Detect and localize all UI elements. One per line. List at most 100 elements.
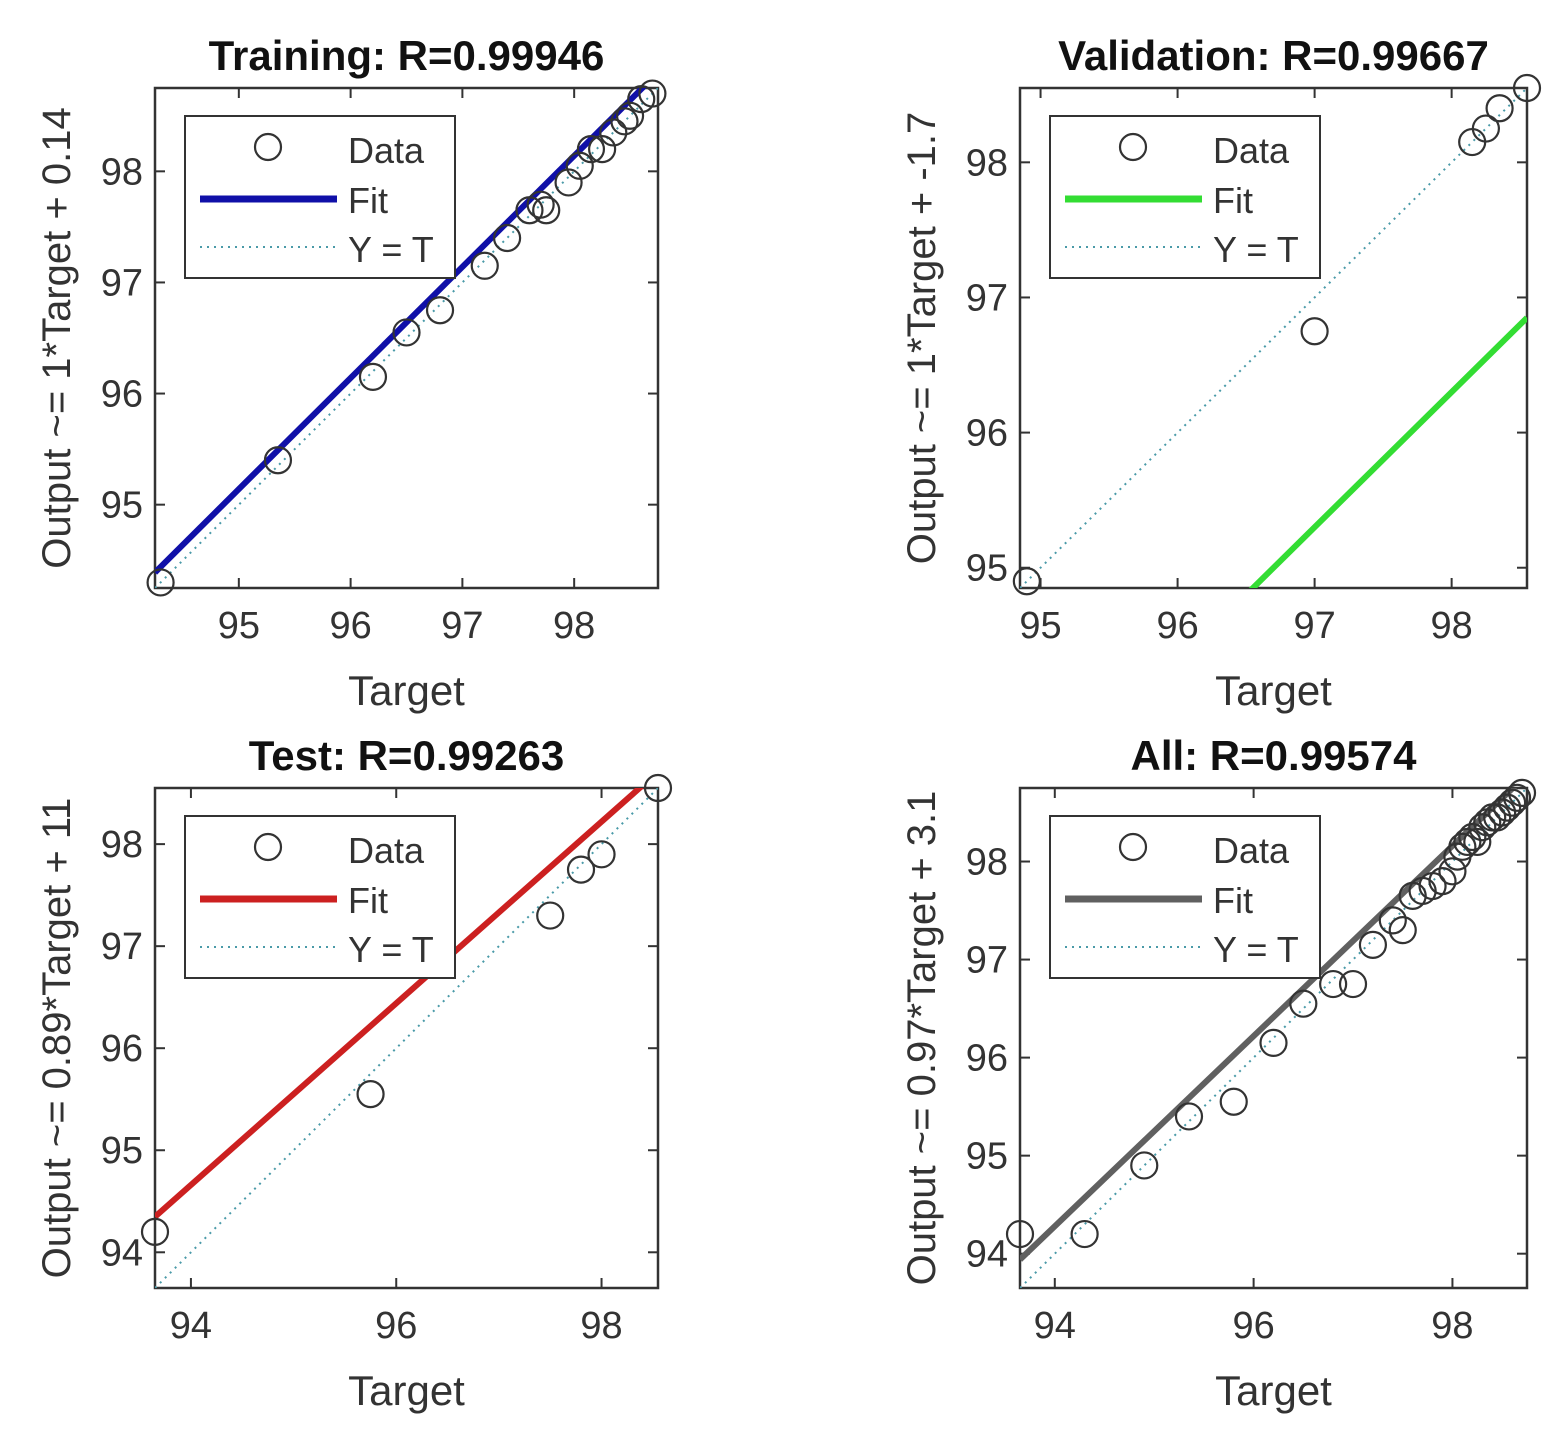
data-point	[1468, 813, 1497, 842]
y-tick-label: 94	[966, 1234, 1008, 1276]
data-point	[1488, 798, 1517, 827]
x-tick-label: 94	[170, 1305, 212, 1347]
data-point	[263, 446, 293, 475]
y-tick-label: 98	[101, 151, 143, 193]
legend-label: Fit	[348, 880, 388, 921]
legend-label: Y = T	[348, 929, 434, 970]
x-tick-label: 98	[553, 605, 595, 647]
y-tick-label: 97	[101, 262, 143, 304]
data-point	[1388, 916, 1417, 945]
data-point	[1493, 793, 1522, 822]
data-point	[146, 568, 175, 597]
plot-content	[1020, 88, 1527, 588]
y-tick-label: 95	[966, 1136, 1008, 1178]
y-tick-label: 96	[966, 413, 1008, 455]
data-point	[554, 168, 583, 197]
fit-line	[155, 788, 645, 1219]
data-point	[526, 190, 555, 219]
data-point	[358, 362, 388, 391]
y-tick-label: 98	[101, 824, 143, 866]
legend: Data Fit Y = T	[184, 115, 456, 279]
data-point	[1338, 969, 1368, 999]
y-tick-label: 96	[101, 1028, 143, 1070]
fit-line	[155, 88, 647, 575]
data-point	[392, 318, 421, 347]
y-tick-label: 94	[101, 1232, 143, 1274]
fit-line	[1020, 788, 1518, 1262]
legend-label: Data	[1213, 830, 1290, 871]
data-point	[610, 107, 639, 136]
x-tick-label: 97	[1293, 605, 1335, 647]
y-tick-label: 95	[101, 1130, 143, 1172]
data-point	[1319, 969, 1348, 999]
data-point	[1378, 906, 1407, 935]
y-axis-label: Output ~= 1*Target + 0.14	[35, 107, 79, 568]
data-point	[615, 101, 645, 130]
chart-title: Training: R=0.99946	[209, 32, 605, 79]
data-point	[1438, 857, 1467, 886]
fit-line	[1248, 315, 1527, 588]
y-tick-label: 98	[966, 142, 1008, 184]
data-point	[1219, 1087, 1248, 1116]
legend-label: Data	[348, 130, 425, 171]
y-tick-label: 96	[966, 1038, 1008, 1080]
chart-panel-0: 95 96 97 98 95 96 97 98 Training: R=0.99946 Targe…	[35, 32, 667, 714]
y-tick-label: 97	[101, 926, 143, 968]
x-tick-label: 96	[1232, 1305, 1274, 1347]
data-point	[1289, 989, 1318, 1018]
data-point	[1130, 1151, 1159, 1180]
data-point	[1428, 867, 1457, 896]
chart-panel-2: 94 96 98 94 95 96 97 98 Test: R=0.99263 Target Out…	[35, 732, 673, 1414]
data-point	[588, 135, 617, 164]
plot-content	[155, 788, 658, 1288]
x-axis-label: Target	[348, 1367, 465, 1414]
legend: Data Fit Y = T	[1049, 815, 1321, 979]
data-point	[1512, 73, 1542, 103]
data-point	[599, 118, 628, 147]
x-tick-label: 98	[1431, 1305, 1473, 1347]
legend-label: Fit	[348, 180, 388, 221]
x-tick-label: 96	[375, 1305, 417, 1347]
x-tick-label: 96	[329, 605, 371, 647]
plot-content	[1020, 788, 1527, 1288]
legend-data-marker	[1118, 132, 1148, 162]
data-point	[1012, 567, 1041, 596]
data-point	[532, 196, 561, 225]
data-point	[140, 1217, 170, 1246]
chart-panel-1: 95 96 97 98 95 96 97 98 Validation: R=0.99667 Tar…	[900, 32, 1542, 714]
legend: Data Fit Y = T	[1049, 115, 1321, 279]
x-tick-label: 98	[580, 1305, 622, 1347]
data-point	[470, 251, 499, 280]
data-point	[1458, 822, 1487, 852]
legend-label: Y = T	[1213, 229, 1299, 270]
data-point	[1485, 94, 1514, 123]
data-point	[1471, 114, 1500, 143]
plot-content	[155, 88, 658, 588]
x-tick-label: 95	[218, 605, 260, 647]
legend-label: Fit	[1213, 180, 1253, 221]
legend-label: Data	[1213, 130, 1290, 171]
y-axis-label: Output ~= 0.97*Target + 3.1	[900, 791, 944, 1286]
data-point	[1259, 1028, 1288, 1058]
x-tick-label: 98	[1430, 605, 1472, 647]
data-point	[576, 135, 606, 164]
data-point	[1300, 317, 1329, 346]
chart-panel-3: 94 96 98 94 95 96 97 98 All: R=0.99574 Target Outp…	[900, 732, 1537, 1414]
legend-label: Data	[348, 830, 425, 871]
data-point	[1507, 778, 1537, 808]
data-point	[1448, 832, 1477, 861]
data-point	[1502, 783, 1532, 812]
y-axis-label: Output ~= 0.89*Target + 11	[35, 798, 79, 1279]
y-tick-label: 97	[966, 940, 1008, 982]
data-point	[425, 296, 455, 325]
data-point	[493, 223, 522, 253]
data-point	[356, 1080, 385, 1109]
legend-data-marker	[253, 832, 283, 862]
data-point	[1174, 1102, 1204, 1131]
x-tick-label: 97	[441, 605, 483, 647]
data-point	[1483, 803, 1512, 832]
y-axis-label: Output ~= 1*Target + -1.7	[900, 112, 944, 565]
y-tick-label: 95	[966, 548, 1008, 590]
